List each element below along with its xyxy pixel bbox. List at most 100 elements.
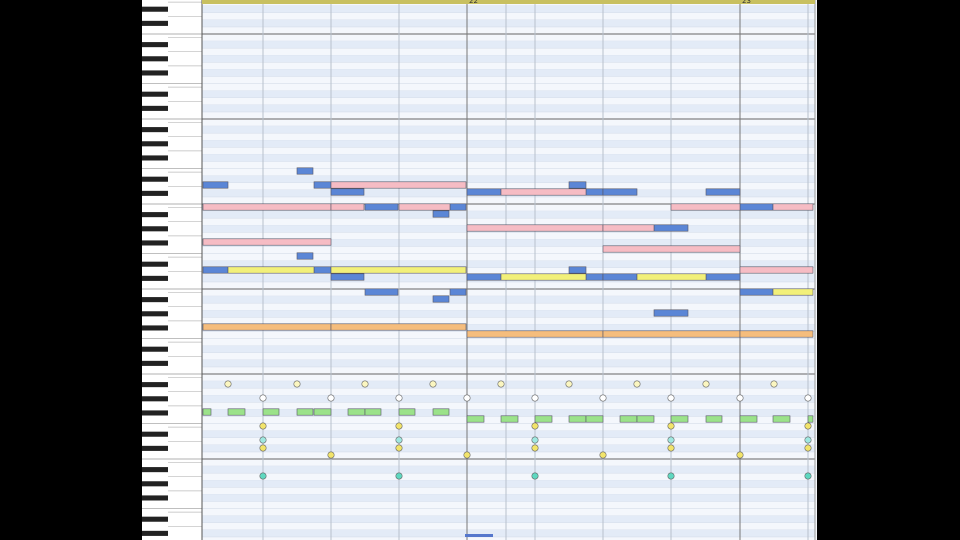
ruler-bar <box>202 0 815 4</box>
note <box>466 273 502 281</box>
black-key <box>142 516 168 522</box>
black-key <box>142 261 168 267</box>
note <box>568 266 587 274</box>
black-key-row <box>202 529 815 537</box>
note <box>466 330 604 338</box>
note <box>466 224 604 232</box>
drum-hit <box>224 380 232 388</box>
drum-note <box>807 415 814 423</box>
note <box>330 266 467 274</box>
black-key-row <box>202 69 815 77</box>
black-key-row <box>202 444 815 452</box>
black-key-row <box>202 515 815 523</box>
drum-note <box>202 408 212 416</box>
note <box>585 188 604 196</box>
black-key <box>142 42 168 48</box>
note <box>602 273 638 281</box>
scroll-marker <box>465 534 493 537</box>
drum-hit <box>395 436 403 444</box>
black-key-row <box>202 154 815 162</box>
black-key-row <box>202 430 815 438</box>
drum-hit <box>633 380 641 388</box>
drum-note <box>705 415 723 423</box>
drum-note <box>364 408 382 416</box>
drum-hit <box>531 422 539 430</box>
note <box>296 167 314 175</box>
drum-hit <box>463 451 471 459</box>
drum-hit <box>702 380 710 388</box>
black-key <box>142 410 168 416</box>
black-key <box>142 240 168 246</box>
black-key-row <box>202 211 815 219</box>
drum-hit <box>395 394 403 402</box>
black-key <box>142 431 168 437</box>
black-key <box>142 311 168 317</box>
drum-hit <box>497 380 505 388</box>
black-key-row <box>202 296 815 304</box>
black-key <box>142 190 168 196</box>
drum-note <box>313 408 332 416</box>
drum-note <box>772 415 791 423</box>
black-key-row <box>202 324 815 332</box>
note <box>500 273 587 281</box>
black-key-row <box>202 494 815 502</box>
drum-hit <box>565 380 573 388</box>
drum-hit <box>667 472 675 480</box>
black-key <box>142 495 168 501</box>
bar-number: 23 <box>742 0 751 5</box>
drum-hit <box>259 444 267 452</box>
note <box>739 266 814 274</box>
note <box>398 203 451 211</box>
drum-note <box>619 415 638 423</box>
black-key <box>142 212 168 218</box>
black-key <box>142 155 168 161</box>
drum-hit <box>327 394 335 402</box>
black-key <box>142 467 168 473</box>
black-key <box>142 56 168 62</box>
note <box>432 210 450 218</box>
drum-hit <box>531 394 539 402</box>
black-key <box>142 105 168 111</box>
black-key-row <box>202 5 815 13</box>
note <box>653 309 689 317</box>
drum-hit <box>531 444 539 452</box>
note <box>739 288 774 296</box>
note <box>705 273 741 281</box>
note <box>202 323 332 331</box>
black-key <box>142 275 168 281</box>
black-key-row <box>202 175 815 183</box>
drum-note <box>296 408 314 416</box>
note <box>330 181 467 189</box>
drum-hit <box>395 444 403 452</box>
black-key <box>142 445 168 451</box>
note <box>602 245 741 253</box>
drum-hit <box>259 394 267 402</box>
note <box>636 273 707 281</box>
black-key <box>142 325 168 331</box>
note <box>364 203 399 211</box>
drum-hit <box>395 472 403 480</box>
black-key-row <box>202 395 815 403</box>
black-key-row <box>202 345 815 353</box>
drum-hit <box>429 380 437 388</box>
black-key <box>142 91 168 97</box>
black-key <box>142 141 168 147</box>
note <box>585 273 604 281</box>
note <box>739 203 774 211</box>
drum-note <box>466 415 485 423</box>
drum-hit <box>599 451 607 459</box>
drum-note <box>227 408 246 416</box>
notes <box>202 167 814 480</box>
note <box>602 224 655 232</box>
drum-note <box>398 408 416 416</box>
drum-hit <box>395 422 403 430</box>
black-key <box>142 481 168 487</box>
note <box>466 188 502 196</box>
note <box>432 295 450 303</box>
drum-hit <box>531 436 539 444</box>
note <box>364 288 399 296</box>
note <box>227 266 315 274</box>
black-key <box>142 360 168 366</box>
